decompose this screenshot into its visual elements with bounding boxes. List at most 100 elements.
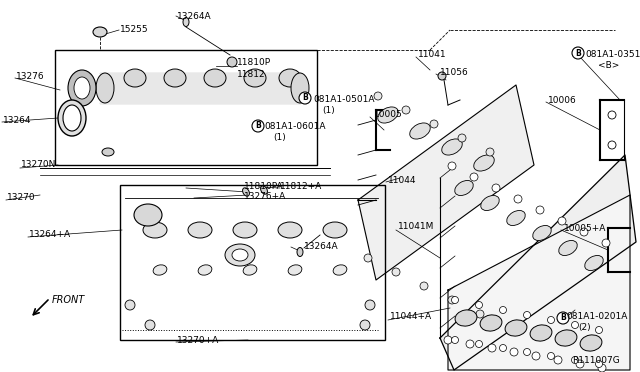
Circle shape [374,92,382,100]
Ellipse shape [164,69,186,87]
Text: 081A1-0601A: 081A1-0601A [264,122,326,131]
Ellipse shape [244,69,266,87]
Text: 11810PA: 11810PA [244,182,284,191]
Ellipse shape [68,70,96,106]
Text: (1): (1) [273,133,285,142]
Circle shape [252,120,264,132]
Circle shape [451,337,458,343]
Circle shape [558,217,566,225]
Ellipse shape [481,195,499,211]
Text: 10006: 10006 [548,96,577,105]
Circle shape [598,364,606,372]
Circle shape [557,312,569,324]
Circle shape [392,268,400,276]
Ellipse shape [74,77,90,99]
Ellipse shape [233,222,257,238]
Text: 13270+A: 13270+A [177,336,220,345]
Circle shape [572,47,584,59]
Circle shape [572,321,579,328]
Text: B: B [560,314,566,323]
Ellipse shape [480,315,502,331]
Circle shape [476,310,484,318]
Circle shape [595,327,602,334]
Text: 13264A: 13264A [177,12,212,21]
Text: B: B [575,48,581,58]
Text: B: B [302,93,308,103]
Ellipse shape [507,211,525,225]
Ellipse shape [297,247,303,257]
Text: 13276+A: 13276+A [244,192,286,201]
Circle shape [602,239,610,247]
Text: 11041: 11041 [418,50,447,59]
Circle shape [448,296,456,304]
Circle shape [476,340,483,347]
Ellipse shape [378,107,398,123]
Ellipse shape [198,265,212,275]
Ellipse shape [530,325,552,341]
Ellipse shape [232,249,248,261]
Ellipse shape [243,188,250,196]
Circle shape [299,92,311,104]
Text: 13264: 13264 [3,116,31,125]
Text: 13264+A: 13264+A [29,230,71,239]
Ellipse shape [288,265,302,275]
Ellipse shape [204,69,226,87]
Text: 11041M: 11041M [398,222,435,231]
Polygon shape [358,85,534,280]
Ellipse shape [183,17,189,26]
Text: 11810P: 11810P [237,58,271,67]
Circle shape [547,353,554,359]
Ellipse shape [455,180,473,196]
Ellipse shape [260,186,268,194]
Ellipse shape [333,265,347,275]
Circle shape [448,162,456,170]
Text: (1): (1) [322,106,335,115]
Circle shape [524,311,531,318]
Ellipse shape [410,123,430,139]
Circle shape [438,72,446,80]
Text: 081A1-0201A: 081A1-0201A [566,312,627,321]
Circle shape [580,228,588,236]
Ellipse shape [153,265,167,275]
Ellipse shape [442,139,462,155]
Text: 13276: 13276 [16,72,45,81]
Text: 15255: 15255 [120,25,148,34]
Circle shape [536,206,544,214]
Ellipse shape [243,265,257,275]
Text: 11044+A: 11044+A [390,312,432,321]
Ellipse shape [93,27,107,37]
Text: 11056: 11056 [440,68,468,77]
Text: <B>: <B> [598,61,620,70]
Circle shape [554,356,562,364]
Circle shape [476,301,483,308]
Circle shape [451,296,458,304]
Polygon shape [440,155,636,370]
Bar [120,185,385,340]
Polygon shape [448,195,630,370]
Circle shape [499,307,506,314]
Circle shape [227,57,237,67]
Text: (2): (2) [578,323,591,332]
Circle shape [125,300,135,310]
Ellipse shape [124,69,146,87]
Text: 13270N: 13270N [21,160,56,169]
Circle shape [402,106,410,114]
Circle shape [514,195,522,203]
Circle shape [430,120,438,128]
Circle shape [486,148,494,156]
Circle shape [365,300,375,310]
Circle shape [510,348,518,356]
Ellipse shape [474,155,494,171]
Circle shape [608,141,616,149]
Ellipse shape [559,240,577,256]
Text: 10005: 10005 [374,110,403,119]
Circle shape [576,360,584,368]
Text: 11044: 11044 [388,176,417,185]
Bar [55,50,317,165]
Ellipse shape [96,73,114,103]
Text: 081A1-0501A: 081A1-0501A [313,95,374,104]
Circle shape [608,111,616,119]
Ellipse shape [291,73,309,103]
Text: B: B [255,122,261,131]
Text: 10005+A: 10005+A [564,224,606,233]
